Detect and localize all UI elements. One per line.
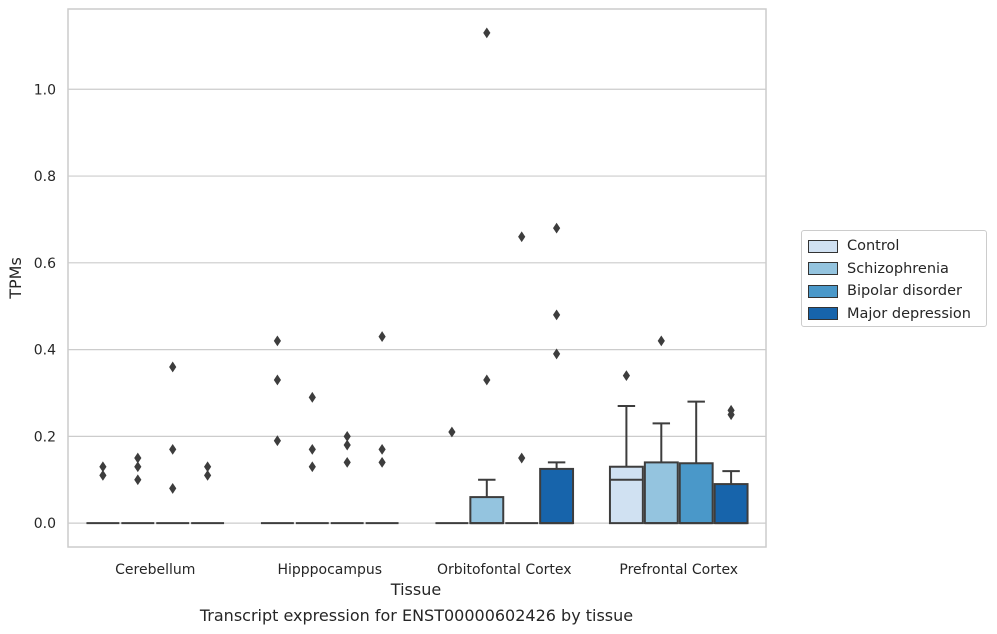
outlier-point xyxy=(448,426,456,438)
legend-label: Major depression xyxy=(847,305,971,322)
outlier-point xyxy=(553,309,561,321)
box-group xyxy=(121,452,155,525)
box-group xyxy=(86,461,120,525)
box-group xyxy=(295,391,329,525)
legend-label: Bipolar disorder xyxy=(847,283,962,300)
x-tick-label: Orbitofontal Cortex xyxy=(437,562,572,578)
outlier-point xyxy=(308,461,316,473)
y-tick-label: 0.6 xyxy=(34,256,56,272)
plot-frame xyxy=(67,8,767,548)
outlier-point xyxy=(273,335,281,347)
y-tick-label: 0.2 xyxy=(34,429,56,445)
outlier-point xyxy=(657,335,665,347)
legend-swatch xyxy=(808,239,838,253)
outlier-point xyxy=(204,461,212,473)
y-axis-label: TPMs xyxy=(6,257,25,300)
box xyxy=(539,467,575,525)
box-group xyxy=(260,335,294,525)
box-group xyxy=(469,27,505,525)
x-axis-label: Tissue xyxy=(390,580,441,599)
box-group xyxy=(191,461,225,525)
y-tick-label: 0.4 xyxy=(34,343,56,359)
legend-label: Control xyxy=(847,238,900,255)
box-group xyxy=(156,361,190,525)
outlier-point xyxy=(553,222,561,234)
box-group xyxy=(713,404,749,525)
box-group xyxy=(435,426,469,525)
box xyxy=(608,465,644,525)
y-tick-label: 0.8 xyxy=(34,169,56,185)
outlier-point xyxy=(622,370,630,382)
box xyxy=(678,462,714,525)
box xyxy=(713,483,749,525)
outlier-point xyxy=(134,461,142,473)
outlier-point xyxy=(273,374,281,386)
box-group xyxy=(678,400,714,525)
outlier-point xyxy=(343,430,351,442)
outlier-point xyxy=(204,470,212,481)
outlier-point xyxy=(134,452,142,464)
legend-item: Control xyxy=(808,235,986,258)
outlier-point xyxy=(483,374,491,386)
box-group xyxy=(365,331,399,525)
legend-swatch xyxy=(808,307,838,321)
outlier-point xyxy=(343,456,351,468)
box-group xyxy=(505,231,539,525)
outlier-point xyxy=(518,452,526,464)
y-tick-label: 0.0 xyxy=(34,516,56,532)
legend-item: Major depression xyxy=(808,303,986,326)
legend-label: Schizophrenia xyxy=(847,260,949,277)
box-group xyxy=(608,370,644,525)
outlier-point xyxy=(134,474,142,486)
box-group xyxy=(643,335,679,525)
outlier-point xyxy=(99,461,107,473)
outlier-point xyxy=(518,231,526,243)
outlier-point xyxy=(169,483,177,494)
outlier-point xyxy=(483,27,491,39)
outlier-point xyxy=(553,348,561,360)
box-series xyxy=(86,27,749,525)
chart-caption: Transcript expression for ENST0000060242… xyxy=(199,606,634,625)
x-axis-ticks: Cerebellum Hipppocampus Orbitofontal Corte… xyxy=(115,562,738,578)
outlier-point xyxy=(378,331,386,342)
box xyxy=(643,461,679,525)
outlier-point xyxy=(343,439,351,451)
legend-swatch xyxy=(808,262,838,276)
legend-item: Bipolar disorder xyxy=(808,280,986,303)
outlier-point xyxy=(378,443,386,455)
box xyxy=(469,496,505,525)
x-tick-label: Hipppocampus xyxy=(277,562,382,578)
outlier-point xyxy=(308,391,316,403)
x-tick-label: Cerebellum xyxy=(115,562,195,578)
x-tick-label: Prefrontal Cortex xyxy=(619,562,738,578)
outlier-point xyxy=(273,435,281,447)
outlier-point xyxy=(169,443,177,455)
box-group xyxy=(330,430,364,525)
legend: Control Schizophrenia Bipolar disorder Majo… xyxy=(801,230,987,327)
outlier-point xyxy=(99,470,107,481)
outlier-point xyxy=(727,404,735,416)
outlier-point xyxy=(308,443,316,455)
y-axis-ticks: 0.0 0.2 0.4 0.6 0.8 1.0 xyxy=(34,82,56,532)
legend-item: Schizophrenia xyxy=(808,258,986,281)
box-group xyxy=(539,222,575,525)
legend-swatch xyxy=(808,284,838,298)
outlier-point xyxy=(378,456,386,468)
outlier-point xyxy=(169,361,177,373)
y-tick-label: 1.0 xyxy=(34,82,56,98)
